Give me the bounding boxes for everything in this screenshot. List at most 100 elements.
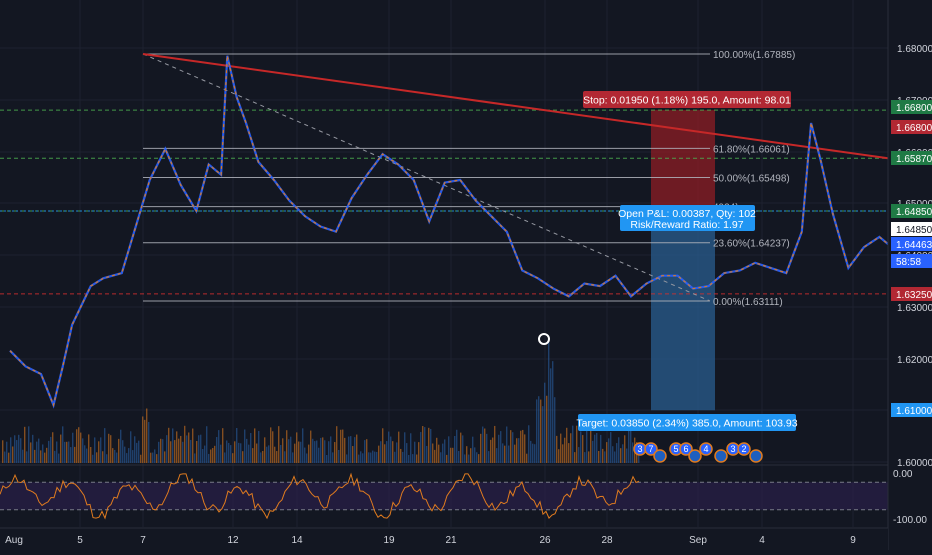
volume-bar <box>84 445 86 463</box>
volume-bar <box>540 399 542 463</box>
volume-bar <box>208 453 210 463</box>
volume-bar <box>430 428 432 463</box>
volume-bar <box>414 441 416 463</box>
price-badge-label: 1.64850 <box>896 225 932 236</box>
volume-bar <box>48 440 50 463</box>
volume-bar <box>582 435 584 463</box>
volume-bar <box>14 435 16 463</box>
oscillator-pane <box>0 472 888 520</box>
fibonacci-retracement[interactable]: 100.00%(1.67885) 61.80%(1.66061) 50.00%(1.… <box>142 50 795 308</box>
volume-bar <box>144 419 146 463</box>
volume-bar <box>162 439 164 463</box>
volume-bar <box>138 440 140 463</box>
price-badge-label: 1.65870 <box>896 154 932 165</box>
price-badge-label: 1.63250 <box>896 290 932 301</box>
volume-bar <box>172 428 174 463</box>
volume-bar <box>68 441 70 463</box>
volume-bar <box>388 431 390 463</box>
fib-level-label: 0.00%(1.63111) <box>713 297 783 308</box>
time-tick-label: 19 <box>383 535 395 546</box>
volume-bar <box>220 444 222 463</box>
target-label: Target: 0.03850 (2.34%) 385.0, Amount: 1… <box>576 418 797 430</box>
volume-bar <box>462 435 464 463</box>
volume-bar <box>268 445 270 463</box>
volume-bar <box>122 440 124 463</box>
stop-label: Stop: 0.01950 (1.18%) 195.0, Amount: 98.… <box>583 95 791 107</box>
volume-bar <box>558 449 560 463</box>
position-box[interactable] <box>651 110 715 411</box>
price-axis[interactable]: 1.680001.670001.660001.650001.640001.630… <box>887 0 932 550</box>
volume-bar <box>516 438 518 463</box>
volume-bar <box>164 451 166 463</box>
volume-bar <box>272 431 274 463</box>
horizontal-lines[interactable] <box>0 109 888 295</box>
volume-bar <box>54 450 56 463</box>
event-marker-label: 7 <box>648 444 653 454</box>
volume-bar <box>276 451 278 463</box>
time-axis[interactable]: Aug 5 7 12 14 19 21 26 28 Sep 4 9 <box>0 527 888 550</box>
volume-bar <box>406 443 408 463</box>
volume-bar <box>214 445 216 463</box>
volume-bar <box>248 444 250 463</box>
trend-line-segment <box>142 52 889 160</box>
price-tick-label: 1.68000 <box>897 44 932 55</box>
volume-bar <box>496 448 498 463</box>
time-tick-label: 7 <box>140 535 146 546</box>
price-badge <box>891 222 932 236</box>
volume-bar <box>234 441 236 463</box>
price-tick-label: 1.63000 <box>897 303 932 314</box>
volume-bar <box>584 452 586 463</box>
volume-bar <box>442 443 444 463</box>
volume-bar <box>614 451 616 463</box>
volume-bar <box>44 452 46 463</box>
volume-bar <box>488 451 490 463</box>
volume-bar <box>630 430 632 463</box>
fib-level-label: 23.60%(1.64237) <box>713 239 790 250</box>
volume-bar <box>444 439 446 463</box>
volume-bar <box>424 427 426 463</box>
volume-bar <box>362 453 364 463</box>
price-badge <box>891 204 932 218</box>
volume-bar <box>94 437 96 463</box>
volume-bar <box>242 451 244 463</box>
price-series <box>9 55 932 409</box>
volume-bar <box>372 450 374 463</box>
volume-bar <box>168 427 170 463</box>
volume-bar <box>106 454 108 463</box>
volume-bar <box>394 451 396 463</box>
volume-bar <box>428 427 430 463</box>
event-marker-label: 2 <box>741 444 746 454</box>
volume-bar <box>38 438 40 463</box>
volume-bar <box>92 454 94 463</box>
trend-line[interactable] <box>142 52 889 160</box>
price-badge <box>891 287 932 301</box>
volume-bar <box>10 437 12 463</box>
volume-bar <box>396 442 398 463</box>
volume-bar <box>72 432 74 463</box>
volume-bar <box>492 437 494 463</box>
volume-bar <box>600 434 602 463</box>
volume-bar <box>384 444 386 463</box>
volume-bar <box>374 451 376 463</box>
fib-level-label: 61.80%(1.66061) <box>713 144 790 155</box>
event-marker <box>653 449 667 463</box>
volume-bars <box>2 342 640 463</box>
volume-bar <box>120 429 122 463</box>
volume-bar <box>24 426 26 463</box>
volume-bar <box>458 450 460 463</box>
volume-bar <box>512 432 514 463</box>
volume-bar <box>278 426 280 463</box>
volume-bar <box>504 445 506 463</box>
volume-bar <box>16 440 18 463</box>
price-line-overlay <box>9 55 932 408</box>
price-badge <box>891 237 932 251</box>
volume-bar <box>18 434 20 463</box>
volume-bar <box>426 445 428 463</box>
volume-bar <box>400 448 402 463</box>
volume-bar <box>580 431 582 463</box>
volume-bar <box>364 440 366 463</box>
time-tick-label: 28 <box>601 535 613 546</box>
volume-bar <box>380 441 382 463</box>
